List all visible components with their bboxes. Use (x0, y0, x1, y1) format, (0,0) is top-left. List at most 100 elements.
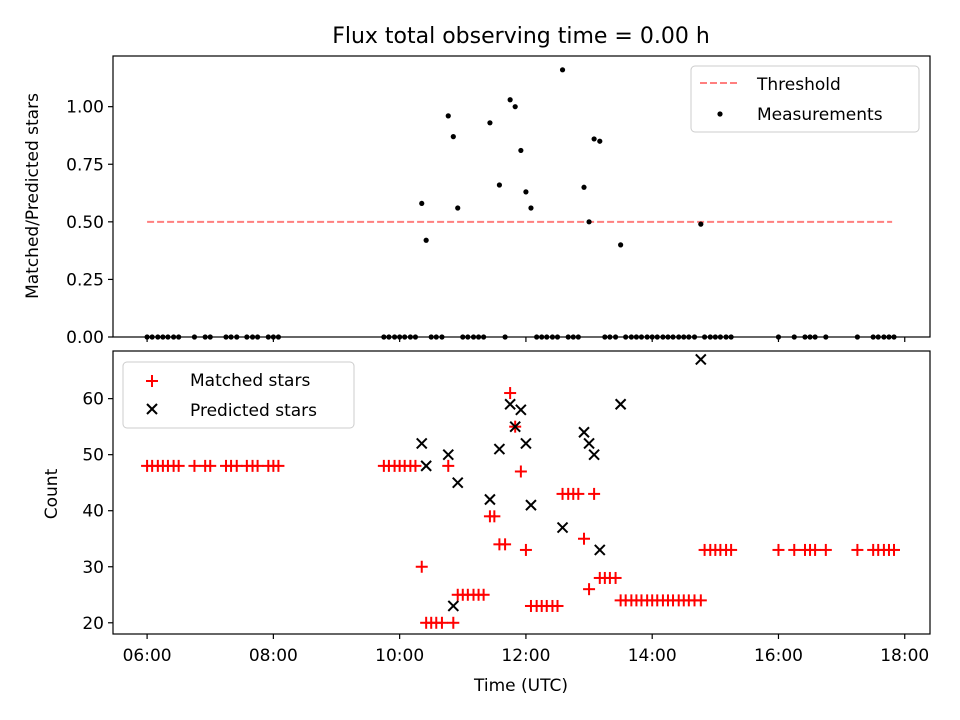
matched-star-point (519, 543, 532, 556)
matched-star-point (809, 543, 822, 556)
x-tick-label: 06:00 (123, 646, 172, 666)
matched-star-point (609, 571, 622, 584)
ratio-y-tick-label: 0.00 (66, 328, 104, 348)
x-tick-label: 08:00 (249, 646, 298, 666)
predicted-star-point (594, 544, 606, 556)
predicted-star-point (416, 437, 428, 450)
ratio-panel: Flux total observing time = 0.00 h 0.00 0… (23, 24, 931, 348)
measurement-point (455, 205, 461, 211)
matched-star-point (504, 387, 517, 400)
x-tick-label: 12:00 (501, 646, 550, 666)
ratio-y-tick-label: 0.75 (66, 155, 104, 175)
ratio-y-axis-label: Matched/Predicted stars (23, 93, 43, 299)
predicted-star-point (583, 437, 595, 450)
count-y-tick-label: 40 (82, 502, 104, 522)
matched-star-point (477, 588, 490, 601)
predicted-star-point (578, 426, 590, 438)
x-axis-label: Time (UTC) (473, 676, 568, 696)
x-tick-label: 18:00 (880, 646, 929, 666)
count-plot-area (141, 353, 901, 629)
count-y-tick-label: 20 (82, 614, 104, 634)
measurement-point (581, 184, 587, 190)
count-panel: 20 30 40 50 60 06:00 08:00 10:00 12:00 14:00 16:0… (42, 350, 931, 696)
matched-star-point (499, 538, 512, 551)
count-legend: Matched stars Predicted stars (122, 361, 355, 429)
count-y-tick-label: 30 (82, 558, 104, 578)
measurement-point (450, 134, 456, 140)
matched-star-point (694, 594, 707, 607)
measurement-point (591, 136, 597, 142)
count-x-axis: 06:00 08:00 10:00 12:00 14:00 16:00 18:00 (123, 634, 929, 666)
measurement-point (423, 237, 429, 243)
legend-matched-swatch (146, 375, 158, 387)
predicted-star-point (588, 448, 600, 461)
predicted-star-point (695, 353, 707, 366)
ratio-y-axis: 0.00 0.25 0.50 0.75 1.00 (66, 98, 906, 348)
x-tick-label: 16:00 (754, 646, 803, 666)
count-y-tick-label: 60 (82, 390, 104, 410)
count-axes-frame (112, 350, 931, 635)
legend-measurements-label: Measurements (757, 105, 883, 125)
measurement-point (512, 104, 518, 110)
matched-star-point (551, 599, 564, 612)
legend-predicted-swatch (146, 403, 158, 415)
matched-star-point (272, 459, 285, 472)
legend-measurements-swatch (717, 111, 723, 117)
measurement-point (487, 120, 493, 126)
predicted-star-point (447, 600, 460, 612)
ratio-legend: Threshold Measurements (690, 65, 920, 133)
matched-star-point (230, 459, 243, 472)
matched-star-point (572, 487, 585, 500)
matched-star-point (251, 459, 264, 472)
measurement-point (507, 97, 513, 103)
ratio-legend-box (690, 65, 920, 133)
matched-star-point (415, 560, 428, 573)
matched-star-point (172, 459, 185, 472)
ratio-y-tick-label: 0.50 (66, 213, 104, 233)
ratio-axes-frame (112, 55, 931, 338)
measurement-point (698, 221, 704, 227)
predicted-star-point (484, 493, 496, 506)
matched-star-point (578, 532, 591, 545)
matched-star-point (888, 543, 901, 556)
matched-star-point (583, 583, 596, 596)
count-y-tick-label: 50 (82, 446, 104, 466)
measurement-point (523, 189, 529, 195)
x-tick-label: 10:00 (375, 646, 424, 666)
predicted-star-point (420, 460, 432, 472)
predicted-star-point (515, 404, 527, 416)
matched-star-point (514, 465, 527, 478)
matched-star-point (725, 543, 738, 556)
predicted-star-point (493, 443, 506, 455)
chart-title: Flux total observing time = 0.00 h (332, 24, 710, 49)
measurement-point (496, 182, 503, 188)
matched-star-point (447, 616, 460, 629)
matched-star-point (442, 459, 455, 472)
count-legend-box (122, 361, 355, 429)
ratio-plot-area (144, 67, 897, 340)
measurement-point (518, 147, 524, 154)
predicted-star-point (556, 521, 569, 534)
matched-star-point (819, 543, 832, 556)
measurement-point (618, 242, 624, 248)
predicted-star-point (509, 420, 521, 433)
matched-star-point (588, 487, 601, 500)
matched-star-point (409, 459, 422, 472)
measurement-point (597, 138, 603, 144)
measurement-point (586, 219, 592, 225)
matched-star-point (851, 543, 864, 556)
matched-star-point (772, 543, 785, 556)
matched-star-point (204, 459, 217, 472)
count-y-axis-label: Count (42, 468, 62, 519)
matched-star-point (188, 459, 201, 472)
matched-star-point (488, 510, 501, 523)
measurement-point (419, 200, 425, 207)
matched-star-point (435, 616, 448, 629)
measurement-point (559, 67, 566, 73)
count-y-axis: 20 30 40 50 60 (82, 390, 113, 634)
ratio-y-tick-label: 1.00 (66, 98, 104, 118)
measurement-point (528, 205, 534, 211)
predicted-star-point (520, 437, 532, 450)
predicted-star-point (525, 499, 537, 511)
